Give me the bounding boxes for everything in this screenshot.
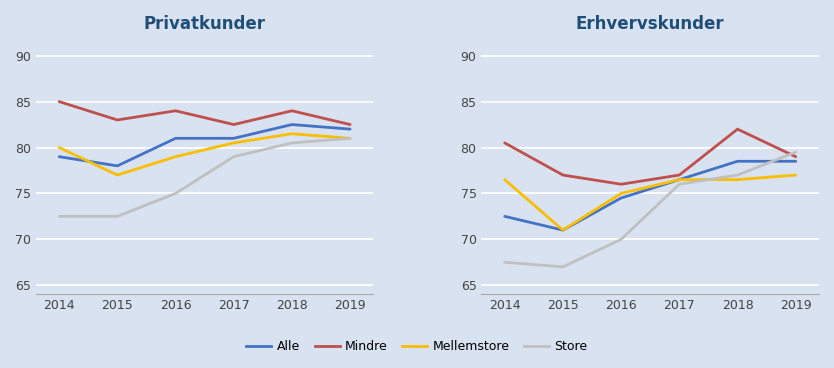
Title: Privatkunder: Privatkunder (143, 15, 266, 33)
Legend: Alle, Mindre, Mellemstore, Store: Alle, Mindre, Mellemstore, Store (241, 335, 593, 358)
Title: Erhvervskunder: Erhvervskunder (576, 15, 725, 33)
